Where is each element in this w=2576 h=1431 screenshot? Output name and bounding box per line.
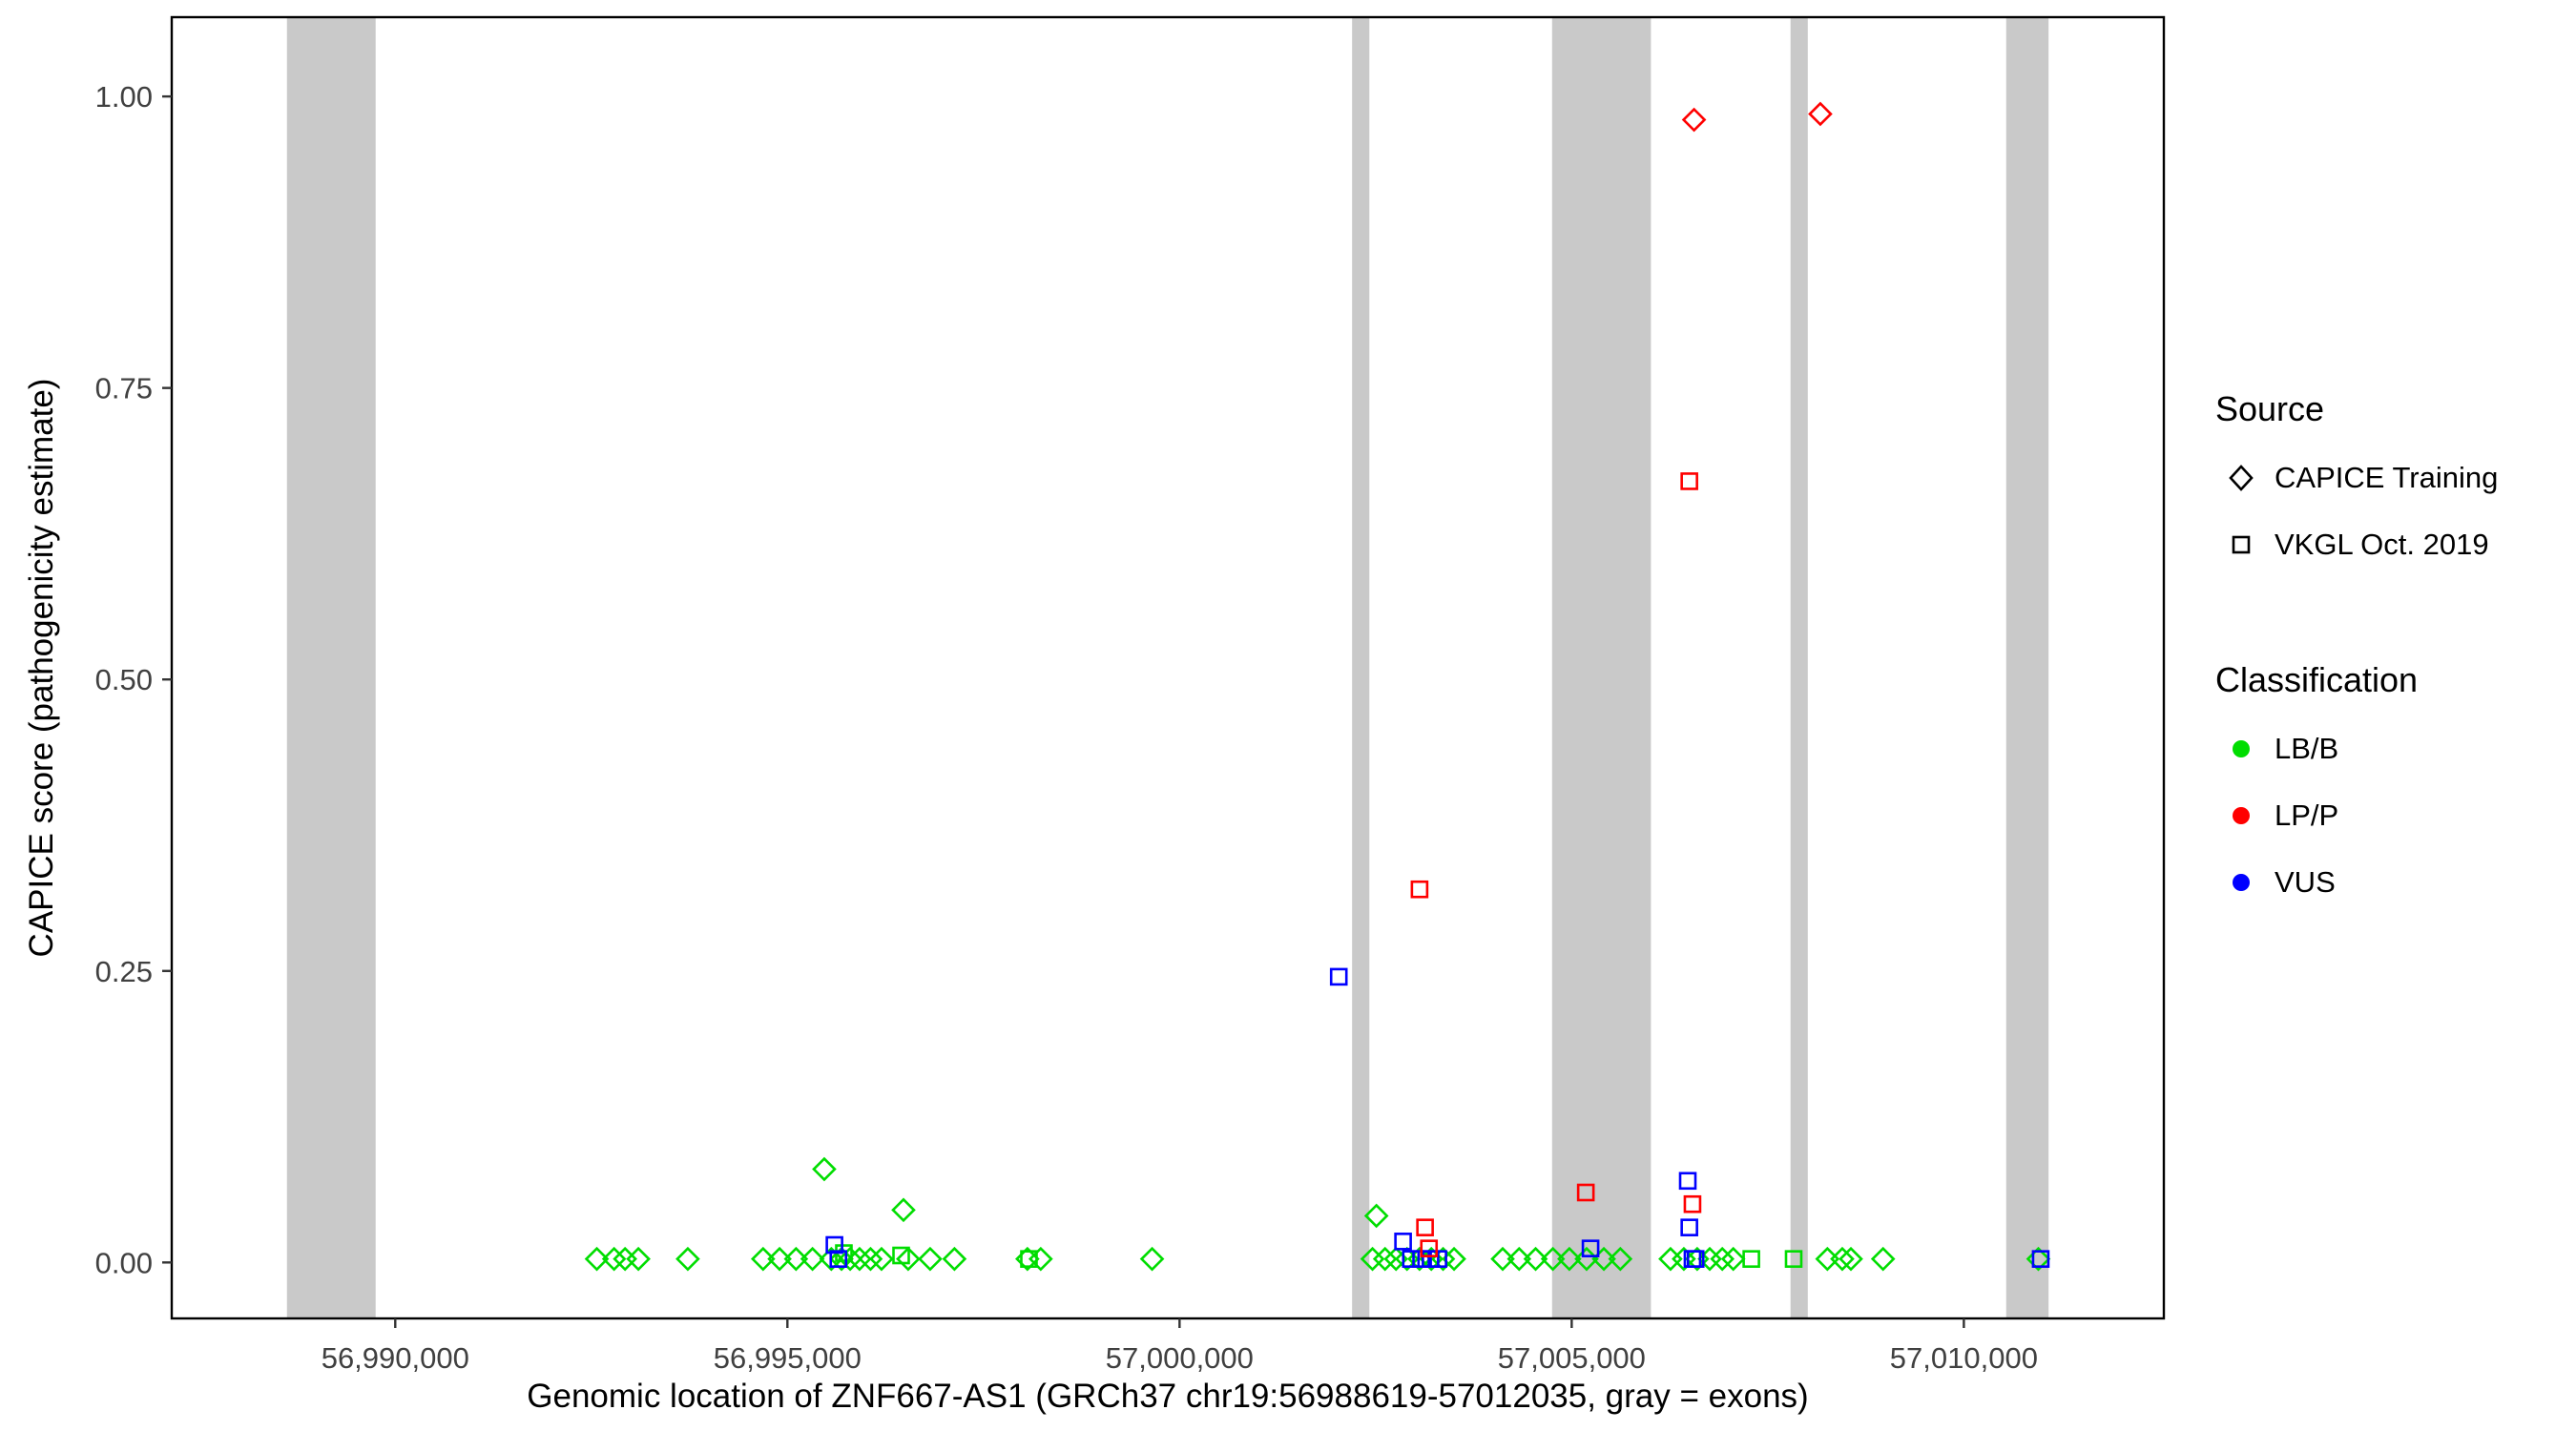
data-point-diamond [2025,1246,2051,1272]
data-point-square [1394,1233,1412,1251]
data-point-diamond [1710,1246,1735,1272]
y-tick-label: 0.25 [95,955,153,988]
data-point-diamond [1028,1246,1053,1272]
exon-band [1352,17,1370,1318]
data-point-square [1329,967,1348,986]
exon-band [286,17,376,1318]
data-point-square [1576,1183,1595,1202]
data-point-diamond [601,1246,627,1272]
data-point-square [1420,1239,1439,1257]
data-point-square [829,1250,848,1268]
data-point-square [1020,1250,1038,1268]
data-point-diamond [1608,1246,1633,1272]
panel-border [170,15,2166,1320]
legend-label-lpp: LP/P [2275,798,2339,832]
data-point-square [1680,472,1698,490]
data-point-square [825,1235,843,1255]
data-point-diamond [750,1246,776,1272]
diamond-icon [2229,465,2254,491]
data-point-diamond [896,1246,921,1272]
data-point-diamond [626,1246,651,1272]
legend-label-lbb: LB/B [2275,732,2339,765]
data-point-diamond [675,1246,700,1272]
data-point-diamond [584,1246,610,1272]
data-point-diamond [891,1197,916,1223]
y-tick-label: 0.75 [95,372,153,405]
data-point-diamond [869,1246,894,1272]
square-icon [2232,535,2251,554]
y-tick-label: 0.00 [95,1246,153,1279]
data-point-square [1683,1194,1702,1213]
x-axis-title: Genomic location of ZNF667-AS1 (GRCh37 c… [527,1378,1809,1415]
data-point-diamond [1557,1246,1582,1272]
data-point-diamond [1540,1246,1566,1272]
data-point-square [1402,1250,1421,1268]
x-tick-label: 57,000,000 [1106,1341,1254,1375]
exon-band [2005,17,2049,1318]
legend-item-lpp: LP/P [2215,792,2498,840]
data-point-square [1429,1250,1447,1268]
green-dot-icon [2233,740,2250,757]
data-point-diamond [838,1246,862,1272]
data-point-diamond [1363,1203,1389,1229]
data-point-diamond [1372,1246,1398,1272]
data-point-diamond [1830,1246,1855,1272]
data-point-square [1742,1250,1760,1268]
x-tick-label: 56,990,000 [322,1341,469,1375]
legend-label-vus: VUS [2275,865,2336,899]
legend-item-vus: VUS [2215,859,2498,906]
legend-item-lbb: LB/B [2215,725,2498,773]
x-tick-label: 57,005,000 [1498,1341,1646,1375]
data-point-diamond [1720,1246,1746,1272]
y-tick-label: 1.00 [95,80,153,114]
data-point-square [1581,1239,1600,1257]
data-point-diamond [829,1246,854,1272]
data-point-square [1784,1250,1803,1268]
data-point-diamond [918,1246,943,1272]
data-point-diamond [1681,107,1707,133]
data-point-square [1678,1172,1697,1191]
data-point-square [1686,1250,1705,1268]
data-point-diamond [812,1156,837,1182]
x-tick-label: 56,995,000 [714,1341,862,1375]
data-point-diamond [800,1246,825,1272]
data-point-square [2031,1250,2050,1268]
legend-source-title: Source [2215,389,2325,428]
data-point-square [1416,1218,1434,1236]
data-point-diamond [1815,1246,1840,1272]
data-point-diamond [1839,1246,1863,1272]
data-point-diamond [1658,1246,1683,1272]
data-point-diamond [767,1246,792,1272]
data-point-square [1680,1218,1698,1236]
x-tick-label: 57,010,000 [1890,1341,2038,1375]
data-point-square [892,1246,910,1265]
data-point-diamond [783,1246,809,1272]
legend-label-vkgl: VKGL Oct. 2019 [2275,528,2489,561]
data-point-diamond [1506,1246,1532,1272]
y-tick-label: 0.50 [95,663,153,696]
y-axis-title: CAPICE score (pathogenicity estimate) [23,378,60,958]
legend-label-capice-training: CAPICE Training [2275,461,2499,494]
data-point-diamond [942,1246,967,1272]
legend-item-capice-training: CAPICE Training [2215,454,2498,502]
data-point-diamond [1808,101,1833,127]
exon-band [1551,17,1652,1318]
data-point-diamond [819,1246,844,1272]
legend-classification-title: Classification [2215,660,2419,699]
exon-band [1790,17,1808,1318]
data-point-diamond [1870,1246,1896,1272]
data-point-diamond [1523,1246,1548,1272]
blue-dot-icon [2233,874,2250,891]
data-point-diamond [858,1246,883,1272]
data-point-square [1410,880,1429,899]
data-point-diamond [1490,1246,1515,1272]
legend: Source CAPICE Training VKGL Oct. 2019 Cl… [2215,389,2498,925]
data-point-diamond [1139,1246,1165,1272]
legend-item-vkgl: VKGL Oct. 2019 [2215,521,2498,569]
red-dot-icon [2233,807,2250,824]
